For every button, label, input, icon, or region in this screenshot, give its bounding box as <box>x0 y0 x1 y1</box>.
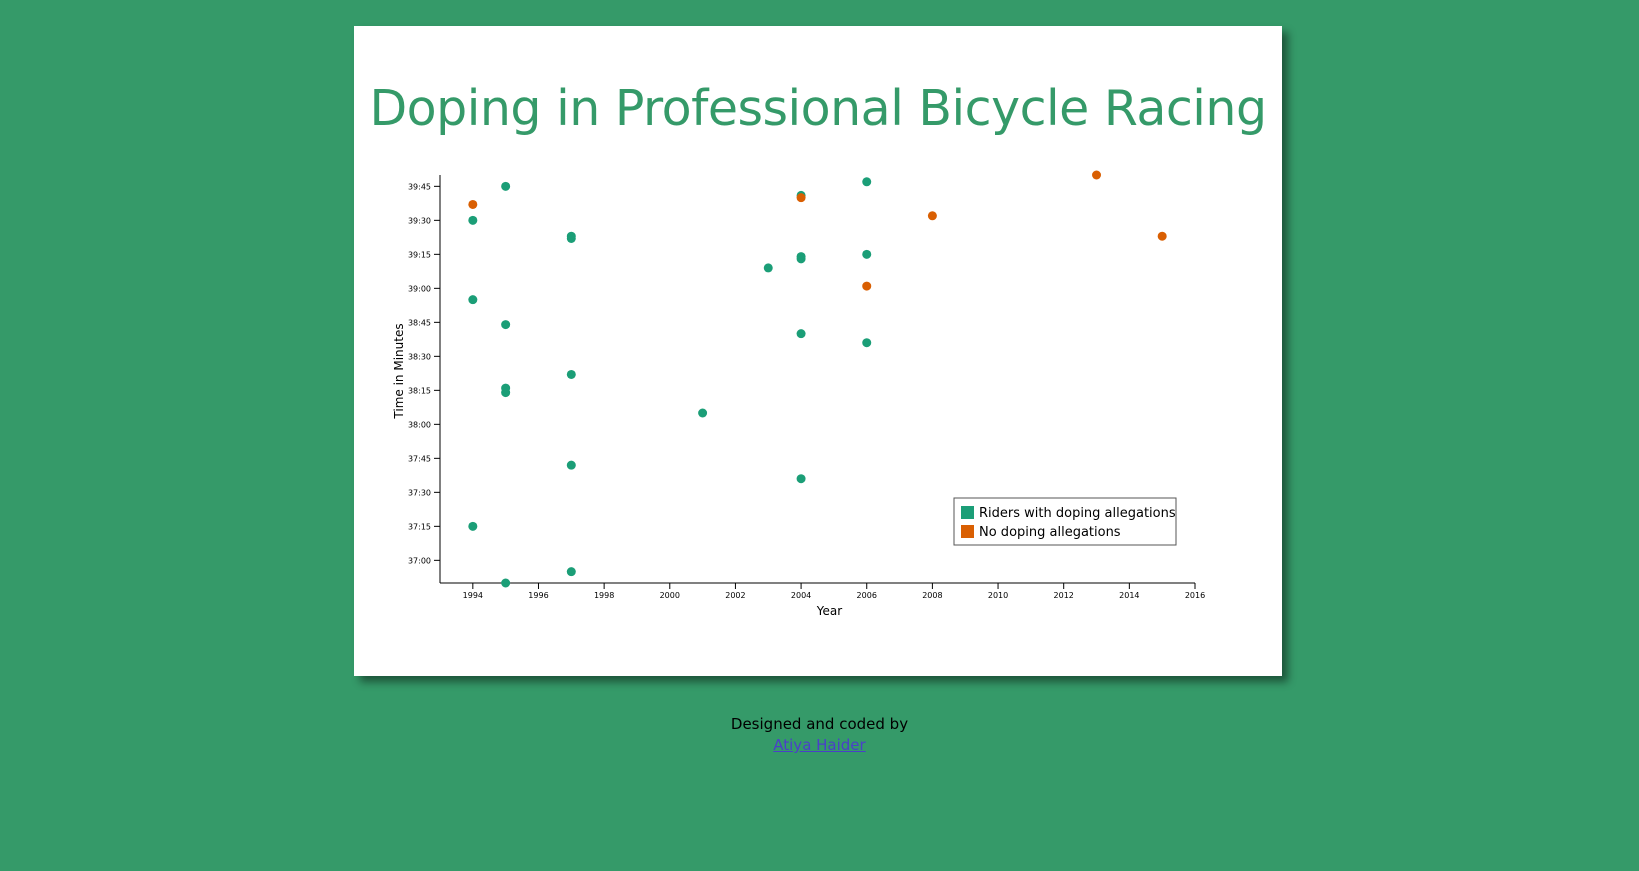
y-tick-label: 37:15 <box>408 522 431 531</box>
x-axis-label: Year <box>816 604 842 618</box>
y-axis-label: Time in Minutes <box>392 323 406 419</box>
data-point[interactable] <box>566 460 576 470</box>
x-tick-label: 2014 <box>1119 591 1139 600</box>
author-link[interactable]: Atiya Haider <box>773 736 866 754</box>
data-point[interactable] <box>468 199 478 209</box>
x-tick-label: 2000 <box>660 591 680 600</box>
x-tick-label: 2012 <box>1054 591 1074 600</box>
data-point[interactable] <box>698 408 708 418</box>
data-point[interactable] <box>796 254 806 264</box>
data-point[interactable] <box>468 215 478 225</box>
y-tick-label: 38:30 <box>408 352 431 361</box>
y-tick-label: 37:00 <box>408 556 431 565</box>
data-point[interactable] <box>862 338 872 348</box>
data-point[interactable] <box>763 263 773 273</box>
y-tick-label: 39:00 <box>408 284 431 293</box>
y-tick-label: 39:45 <box>408 182 431 191</box>
y-tick-label: 38:45 <box>408 318 431 327</box>
x-tick-label: 2010 <box>988 591 1008 600</box>
y-tick-label: 39:30 <box>408 216 431 225</box>
data-point[interactable] <box>501 578 511 588</box>
y-tick-label: 39:15 <box>408 250 431 259</box>
x-tick-label: 1996 <box>528 591 548 600</box>
legend-label: Riders with doping allegations <box>979 506 1176 521</box>
data-point[interactable] <box>501 181 511 191</box>
x-tick-label: 2004 <box>791 591 811 600</box>
data-point[interactable] <box>566 233 576 243</box>
legend-label: No doping allegations <box>979 525 1121 540</box>
y-tick-label: 37:45 <box>408 454 431 463</box>
legend-swatch <box>961 506 974 519</box>
data-point[interactable] <box>796 329 806 339</box>
scatter-chart: 1994 1996 1998 2000 2002 2004 2006 2008 2010 2012… <box>392 170 1205 618</box>
page-title: Doping in Professional Bicycle Racing <box>369 80 1267 137</box>
footer-credit: Designed and coded by <box>730 715 909 733</box>
x-tick-label: 1998 <box>594 591 614 600</box>
data-point[interactable] <box>468 295 478 305</box>
x-tick-label: 2016 <box>1185 591 1205 600</box>
data-point[interactable] <box>862 177 872 187</box>
data-point[interactable] <box>468 521 478 531</box>
data-point[interactable] <box>566 567 576 577</box>
x-tick-label: 2008 <box>922 591 942 600</box>
x-tick-label: 2006 <box>857 591 877 600</box>
legend-swatch <box>961 525 974 538</box>
data-point[interactable] <box>796 193 806 203</box>
legend-box <box>953 497 1177 546</box>
x-tick-label: 2002 <box>725 591 745 600</box>
footer: Designed and coded by Atiya Haider <box>0 714 1639 756</box>
y-tick-label: 38:00 <box>408 420 431 429</box>
data-point[interactable] <box>862 281 872 291</box>
data-point[interactable] <box>1092 170 1102 180</box>
data-point[interactable] <box>796 474 806 484</box>
data-point[interactable] <box>566 369 576 379</box>
y-tick-label: 38:15 <box>408 386 431 395</box>
data-point[interactable] <box>1157 231 1167 241</box>
y-tick-label: 37:30 <box>408 488 431 497</box>
data-point[interactable] <box>927 211 937 221</box>
data-point[interactable] <box>501 388 511 398</box>
x-tick-label: 1994 <box>463 591 483 600</box>
chart-card: Doping in Professional Bicycle Racing 19… <box>354 26 1282 676</box>
data-point[interactable] <box>862 249 872 259</box>
data-point[interactable] <box>501 320 511 330</box>
